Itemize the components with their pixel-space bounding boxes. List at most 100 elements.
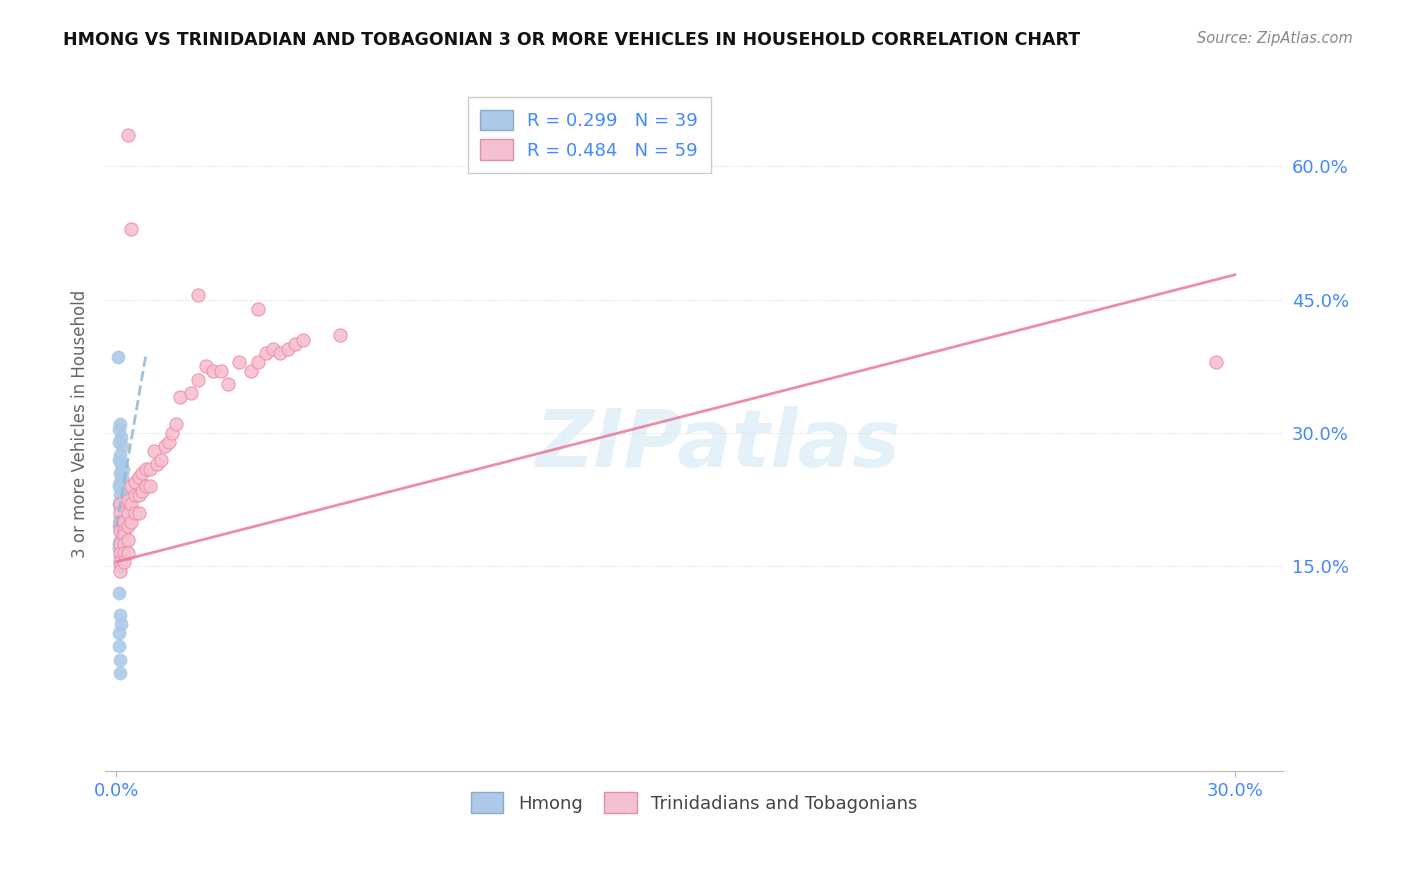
Point — [117, 128, 139, 143]
Point — [110, 524, 132, 538]
Point — [108, 608, 131, 623]
Point — [146, 457, 169, 471]
Point — [131, 483, 153, 498]
Point — [112, 524, 135, 538]
Point — [120, 497, 142, 511]
Point — [187, 288, 209, 302]
Point — [110, 617, 132, 632]
Point — [124, 506, 146, 520]
Point — [107, 351, 129, 365]
Point — [108, 550, 131, 565]
Point — [108, 510, 131, 524]
Point — [180, 386, 202, 401]
Point — [108, 488, 131, 502]
Point — [128, 488, 150, 502]
Point — [217, 377, 239, 392]
Point — [108, 626, 131, 640]
Point — [108, 564, 131, 578]
Point — [108, 555, 131, 569]
Point — [108, 475, 131, 489]
Point — [187, 373, 209, 387]
Point — [111, 528, 134, 542]
Point — [262, 342, 284, 356]
Point — [110, 559, 132, 574]
Point — [194, 359, 217, 374]
Point — [108, 497, 131, 511]
Point — [108, 515, 131, 529]
Point — [157, 434, 180, 449]
Point — [135, 479, 157, 493]
Point — [110, 430, 132, 444]
Point — [112, 555, 135, 569]
Point — [269, 346, 291, 360]
Point — [108, 537, 131, 551]
Point — [277, 342, 299, 356]
Point — [108, 546, 131, 560]
Point — [139, 479, 162, 493]
Point — [112, 515, 135, 529]
Text: ZIPatlas: ZIPatlas — [536, 406, 900, 483]
Point — [153, 439, 176, 453]
Point — [254, 346, 277, 360]
Point — [108, 417, 131, 431]
Point — [165, 417, 187, 431]
Point — [150, 452, 173, 467]
Point — [108, 479, 131, 493]
Point — [112, 546, 135, 560]
Point — [108, 421, 131, 435]
Point — [108, 519, 131, 533]
Point — [120, 515, 142, 529]
Point — [110, 546, 132, 560]
Point — [228, 355, 250, 369]
Point — [110, 470, 132, 484]
Point — [247, 355, 270, 369]
Point — [128, 470, 150, 484]
Point — [169, 391, 191, 405]
Point — [162, 425, 184, 440]
Point — [120, 221, 142, 235]
Point — [108, 466, 131, 480]
Point — [108, 533, 131, 547]
Point — [284, 337, 307, 351]
Point — [131, 466, 153, 480]
Point — [111, 439, 134, 453]
Point — [117, 519, 139, 533]
Point — [239, 364, 262, 378]
Point — [291, 333, 314, 347]
Point — [139, 461, 162, 475]
Point — [124, 475, 146, 489]
Legend: Hmong, Trinidadians and Tobagonians: Hmong, Trinidadians and Tobagonians — [460, 781, 928, 824]
Point — [108, 501, 131, 516]
Point — [108, 537, 131, 551]
Point — [108, 524, 131, 538]
Point — [110, 506, 132, 520]
Point — [108, 555, 131, 569]
Point — [108, 586, 131, 600]
Text: Source: ZipAtlas.com: Source: ZipAtlas.com — [1197, 31, 1353, 46]
Point — [108, 448, 131, 462]
Point — [128, 506, 150, 520]
Point — [108, 515, 131, 529]
Point — [117, 546, 139, 560]
Point — [108, 506, 131, 520]
Y-axis label: 3 or more Vehicles in Household: 3 or more Vehicles in Household — [72, 290, 89, 558]
Point — [329, 328, 352, 343]
Point — [142, 443, 165, 458]
Point — [108, 452, 131, 467]
Point — [108, 665, 131, 680]
Point — [108, 497, 131, 511]
Point — [124, 488, 146, 502]
Point — [247, 301, 270, 316]
Point — [135, 461, 157, 475]
Point — [110, 492, 132, 507]
Point — [117, 506, 139, 520]
Point — [112, 461, 135, 475]
Point — [202, 364, 225, 378]
Point — [1205, 355, 1227, 369]
Point — [209, 364, 232, 378]
Point — [107, 541, 129, 556]
Point — [111, 483, 134, 498]
Point — [107, 434, 129, 449]
Point — [107, 640, 129, 654]
Point — [117, 533, 139, 547]
